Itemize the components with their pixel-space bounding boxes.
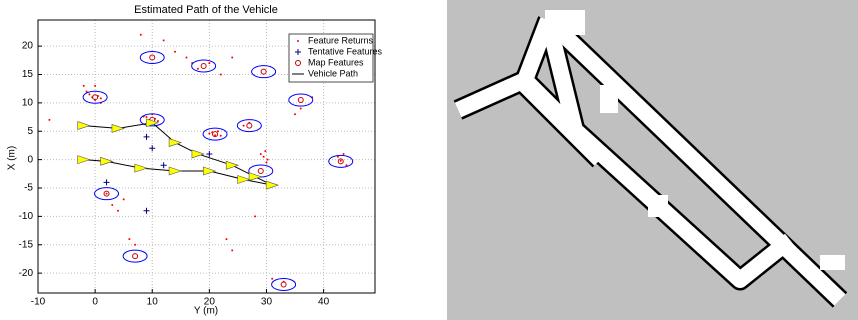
feature-return [163, 39, 165, 41]
legend-label: Vehicle Path [308, 68, 358, 78]
feature-return [128, 238, 130, 240]
feature-return [186, 56, 188, 58]
occupancy-map [447, 0, 858, 320]
y-tick-label: 5 [27, 126, 33, 137]
feature-return [225, 238, 227, 240]
feature-return [267, 159, 269, 161]
feature-return [117, 210, 119, 212]
feature-return [271, 278, 273, 280]
feature-return [260, 153, 262, 155]
feature-return [106, 193, 108, 195]
x-tick-label: -10 [31, 297, 46, 308]
feature-return [140, 34, 142, 36]
chart-title: Estimated Path of the Vehicle [134, 4, 278, 16]
feature-return [220, 73, 222, 75]
legend-label: Feature Returns [308, 35, 374, 45]
feature-return [111, 204, 113, 206]
y-axis-label: X (m) [7, 146, 18, 170]
x-tick-label: 0 [92, 297, 98, 308]
y-tick-label: 15 [22, 69, 34, 80]
y-tick-label: 0 [27, 154, 33, 165]
feature-return [208, 62, 210, 64]
x-tick-label: 40 [318, 297, 330, 308]
feature-return [157, 120, 159, 122]
feature-return [88, 93, 90, 95]
feature-return [294, 113, 296, 115]
feature-return [100, 97, 102, 99]
y-tick-label: -20 [19, 268, 34, 279]
feature-return [231, 56, 233, 58]
feature-return [94, 85, 96, 87]
feature-return [123, 198, 125, 200]
y-tick-label: -10 [19, 211, 34, 222]
feature-return [343, 153, 345, 155]
feature-return [243, 125, 245, 127]
feature-return [220, 135, 222, 137]
y-tick-label: 10 [22, 98, 34, 109]
feature-return [208, 133, 210, 135]
feature-return [254, 215, 256, 217]
feature-return [174, 51, 176, 53]
feature-return [146, 116, 148, 118]
feature-return [231, 249, 233, 251]
feature-return [265, 161, 267, 163]
x-tick-label: 10 [147, 297, 159, 308]
feature-return [300, 108, 302, 110]
feature-return [197, 68, 199, 70]
legend-label: Tentative Features [308, 46, 383, 56]
feature-return [83, 85, 85, 87]
legend-marker [297, 40, 299, 42]
y-tick-label: 20 [22, 41, 34, 52]
y-tick-label: -5 [24, 183, 33, 194]
feature-return [48, 119, 50, 121]
figure: Estimated Path of the Vehicle Y (m) X (m… [0, 0, 858, 320]
feature-return [134, 244, 136, 246]
feature-return [340, 160, 342, 162]
legend-label: Map Features [308, 57, 364, 67]
feature-return [263, 156, 265, 158]
feature-return [217, 130, 219, 132]
y-tick-label: -15 [19, 239, 34, 250]
feature-return [337, 156, 339, 158]
x-tick-label: 20 [204, 297, 216, 308]
feature-return [264, 150, 266, 152]
feature-return [214, 134, 216, 136]
x-tick-label: 30 [261, 297, 273, 308]
